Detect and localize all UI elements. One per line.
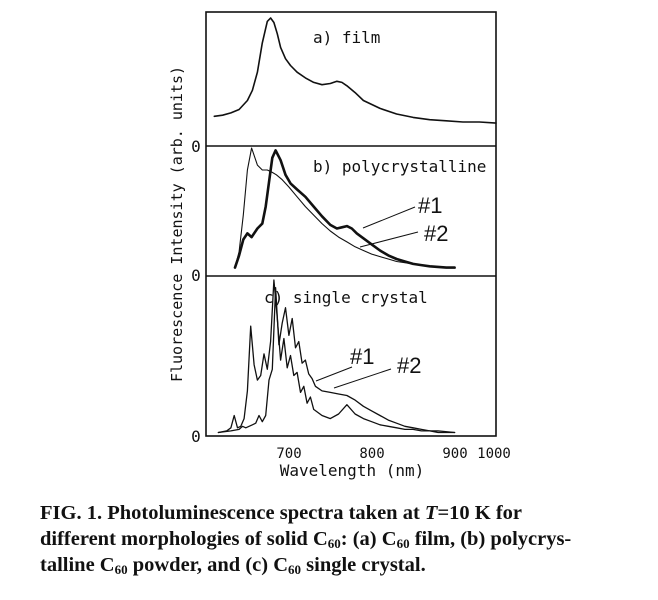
caption-subscript: 60 [327, 536, 341, 551]
caption-text: =10 K for [437, 502, 522, 524]
x-tick-label-700: 700 [276, 446, 301, 462]
crystal-label-2: #2 [397, 353, 421, 378]
crystal-series-1-line [217, 279, 456, 434]
caption-text: FIG. 1. Photoluminescence spectra taken … [40, 502, 425, 524]
panel-c-title: c) single crystal [264, 288, 428, 307]
x-tick-label-1000: 1000 [477, 446, 511, 462]
plot-frame [205, 11, 497, 437]
caption-line-2: different morphologies of solid C60: (a)… [40, 526, 630, 552]
caption-line-3: talline C60 powder, and (c) C60 single c… [40, 552, 630, 578]
zero-label-b: 0 [191, 266, 201, 285]
caption-text: powder, and (c) C [127, 554, 289, 576]
caption-subscript: 60 [288, 562, 302, 577]
caption-text: different morphologies of solid C [40, 528, 328, 550]
poly-label-1-leader [362, 206, 416, 229]
crystal-label-1-leader [315, 366, 353, 382]
caption-text: : (a) C [340, 528, 397, 550]
caption-var-t: T [424, 502, 438, 524]
caption-subscript: 60 [396, 536, 410, 551]
figure-caption: FIG. 1. Photoluminescence spectra taken … [40, 500, 630, 578]
caption-subscript: 60 [114, 562, 128, 577]
caption-line-1: FIG. 1. Photoluminescence spectra taken … [40, 500, 630, 526]
poly-series-2-line [233, 149, 456, 269]
x-axis-label: Wavelength (nm) [280, 461, 425, 480]
y-axis-label: Fluorescence Intensity (arb. units) [168, 66, 186, 382]
caption-text: single crystal. [301, 554, 426, 576]
figure: 0 0 0 Fluorescence Intensity (arb. units… [168, 11, 511, 480]
poly-label-1: #1 [418, 193, 442, 218]
poly-label-2-leader [359, 231, 419, 248]
film-spectrum-line [213, 17, 497, 124]
zero-label-c: 0 [191, 427, 201, 446]
crystal-series-2-line [217, 287, 456, 434]
x-tick-label-800: 800 [359, 446, 384, 462]
crystal-label-2-leader [333, 368, 392, 389]
panel-b-title: b) polycrystalline [313, 157, 486, 176]
crystal-label-1: #1 [350, 344, 374, 369]
caption-text: talline C [40, 554, 115, 576]
caption-text: film, (b) polycrys- [409, 528, 572, 550]
zero-label-a: 0 [191, 137, 201, 156]
poly-label-2: #2 [424, 221, 448, 246]
panel-a-title: a) film [313, 28, 380, 47]
x-tick-label-900: 900 [442, 446, 467, 462]
